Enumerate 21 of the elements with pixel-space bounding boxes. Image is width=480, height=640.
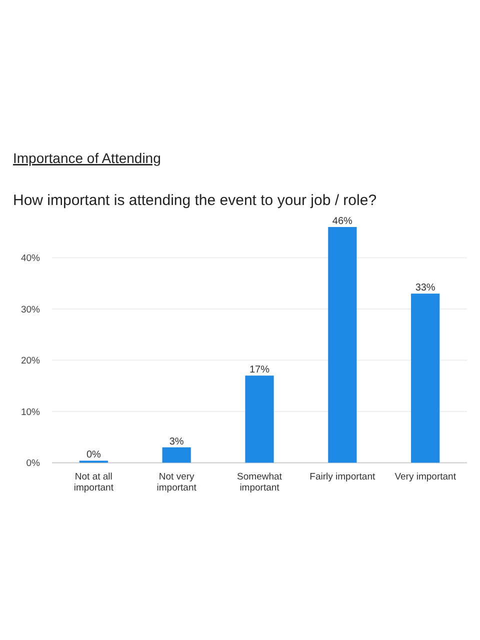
x-tick-label: Not very important (156, 472, 197, 494)
data-label: 17% (249, 364, 270, 376)
bar (245, 376, 274, 463)
bar (411, 294, 440, 463)
data-label: 0% (86, 450, 101, 461)
data-label: 3% (169, 436, 184, 448)
y-tick-label: 40% (20, 253, 41, 264)
chart-title: Importance of Attending (13, 150, 161, 166)
bar (328, 227, 357, 463)
x-tick-label: Somewhat important (237, 472, 282, 494)
y-tick-label: 10% (20, 406, 41, 418)
y-tick-label: 30% (20, 304, 41, 316)
data-label: 33% (415, 282, 436, 294)
bar (162, 447, 191, 463)
data-label: 46% (332, 216, 353, 227)
x-tick-label: Not at all important (74, 472, 114, 494)
x-tick-label: Fairly important (310, 472, 376, 483)
y-tick-label: 0% (26, 458, 41, 470)
y-tick-label: 20% (20, 356, 41, 367)
x-tick-label: Very important (394, 472, 456, 483)
chart-subtitle: How important is attending the event to your job / role? (13, 192, 377, 209)
